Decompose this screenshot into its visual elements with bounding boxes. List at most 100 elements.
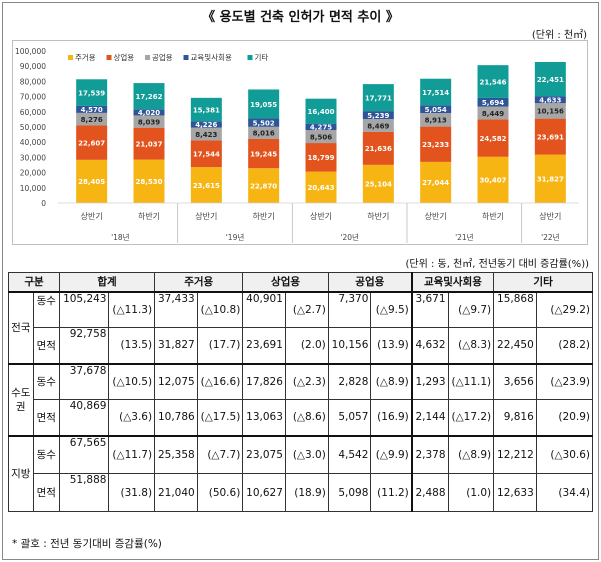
bar-value-label: 4,020: [138, 109, 160, 117]
com-rate: (△2.3): [284, 363, 329, 400]
edu-rate: (△9.7): [447, 291, 495, 328]
bar-value-label: 22,451: [537, 76, 564, 84]
ind-value: 5,098: [327, 473, 372, 512]
figure-title: 《 용도별 건축 인허가 면적 추이 》: [202, 10, 399, 25]
ind-value: 4,542: [327, 435, 372, 474]
bar-segment: [477, 97, 509, 107]
bar-segment: [133, 115, 165, 128]
legend-swatch: [106, 55, 112, 60]
bar-value-label: 5,694: [482, 99, 504, 107]
edu-rate: (1.0): [447, 473, 495, 512]
y-tick-label: 90,000: [20, 62, 46, 71]
x-year-label: '22년: [541, 232, 560, 242]
x-year-label: '19년: [226, 232, 245, 242]
bar-segment: [305, 171, 337, 203]
table-row: 전국 동수 105,243 (△11.3) 37,433 (△10.8) 40,…: [8, 291, 594, 365]
bar-value-label: 21,037: [135, 140, 162, 148]
bar-value-label: 31,827: [537, 176, 564, 184]
com-rate: (△3.0): [284, 435, 329, 474]
bar-segment: [477, 106, 509, 120]
bar-value-label: 20,643: [307, 184, 334, 192]
x-category-label: 상반기: [195, 211, 217, 221]
bar-segment: [248, 126, 280, 139]
bar-value-label: 17,514: [422, 89, 449, 97]
x-year-label: '21년: [455, 232, 474, 242]
ind-rate: (16.9): [370, 399, 413, 437]
bar-segment: [133, 109, 165, 116]
etc-rate: (28.2): [535, 327, 594, 365]
bar-value-label: 4,570: [81, 106, 103, 114]
bar-value-label: 23,691: [537, 133, 564, 141]
ind-value: 5,057: [327, 399, 372, 437]
ind-value: 10,156: [327, 327, 372, 365]
total-value: 92,758: [59, 327, 110, 365]
bar-segment: [190, 140, 222, 168]
res-value: 10,786: [154, 399, 198, 437]
bar-segment: [534, 103, 566, 119]
com-value: 13,063: [242, 399, 286, 437]
bar-value-label: 5,502: [253, 119, 275, 127]
edu-rate: (△8.3): [447, 327, 495, 365]
x-category-label: 상반기: [310, 211, 332, 221]
edu-rate: (△8.9): [447, 435, 495, 474]
stacked-bar-chart: 0 10,000 20,000 30,000 40,000 50,000 60,000 70,…: [12, 40, 588, 245]
bar-segment: [362, 119, 394, 132]
com-value: 40,901: [242, 291, 286, 328]
bar-value-label: 10,156: [537, 108, 564, 116]
bar-segment: [76, 105, 108, 113]
header-category: 구분: [7, 272, 61, 293]
bar-value-label: 27,044: [422, 179, 449, 187]
bar-segment: [190, 127, 222, 141]
bar-segment: [477, 65, 509, 98]
edu-rate: (△17.2): [447, 399, 495, 437]
bar-segment: [133, 127, 165, 160]
region-cell: 전국: [8, 291, 34, 365]
region-name-line1: 수도: [11, 386, 31, 399]
chart-unit-label: (단위 : 천㎡): [531, 30, 587, 41]
bar-segment: [534, 118, 566, 155]
metric-cell: 면적: [32, 473, 61, 512]
y-tick-label: 100,000: [15, 47, 46, 56]
total-rate: (△10.5): [108, 363, 156, 400]
bar-segment: [190, 97, 222, 122]
y-tick-label: 0: [41, 199, 46, 208]
total-rate: (31.8): [108, 473, 156, 512]
bar-value-label: 8,016: [253, 130, 275, 138]
x-category-label: 하반기: [482, 211, 504, 221]
bar-value-label: 19,245: [250, 150, 277, 158]
bar-segment: [420, 161, 452, 203]
bar-value-label: 17,262: [135, 93, 162, 101]
metric-cell: 면적: [32, 399, 61, 437]
bar-segment: [305, 130, 337, 144]
y-tick-label: 50,000: [20, 123, 46, 132]
com-value: 23,075: [242, 435, 286, 474]
res-value: 21,040: [154, 473, 198, 512]
com-rate: (△2.7): [284, 291, 329, 328]
res-value: 37,433: [154, 291, 198, 328]
total-value: 51,888: [59, 473, 110, 512]
bar-segment: [248, 89, 280, 119]
x-category-label: 하반기: [253, 211, 275, 221]
bar-value-label: 17,539: [78, 89, 105, 97]
ind-value: 7,370: [327, 291, 372, 328]
bar-segment: [76, 112, 108, 126]
total-rate: (△11.3): [108, 291, 156, 328]
x-category-label: 하반기: [138, 211, 160, 221]
total-rate: (13.5): [108, 327, 156, 365]
com-rate: (18.9): [284, 473, 329, 512]
res-value: 12,075: [154, 363, 198, 400]
y-tick-label: 10,000: [20, 184, 46, 193]
bar-segment: [133, 159, 165, 203]
etc-rate: (△23.9): [535, 363, 594, 400]
x-category-label: 상반기: [425, 211, 447, 221]
res-rate: (50.6): [196, 473, 244, 512]
data-table: 구분 합계 주거용 상업용 공업용 교육및사회용 기타 전국 동수 105,24…: [7, 272, 594, 512]
metric-cell: 동수: [32, 363, 61, 400]
bar-segment: [248, 138, 280, 169]
metric-cell: 동수: [32, 435, 61, 474]
bar-segment: [362, 84, 394, 112]
bar-segment: [248, 118, 280, 127]
legend-label: 주거용: [75, 53, 96, 62]
etc-rate: (△29.2): [535, 291, 594, 328]
